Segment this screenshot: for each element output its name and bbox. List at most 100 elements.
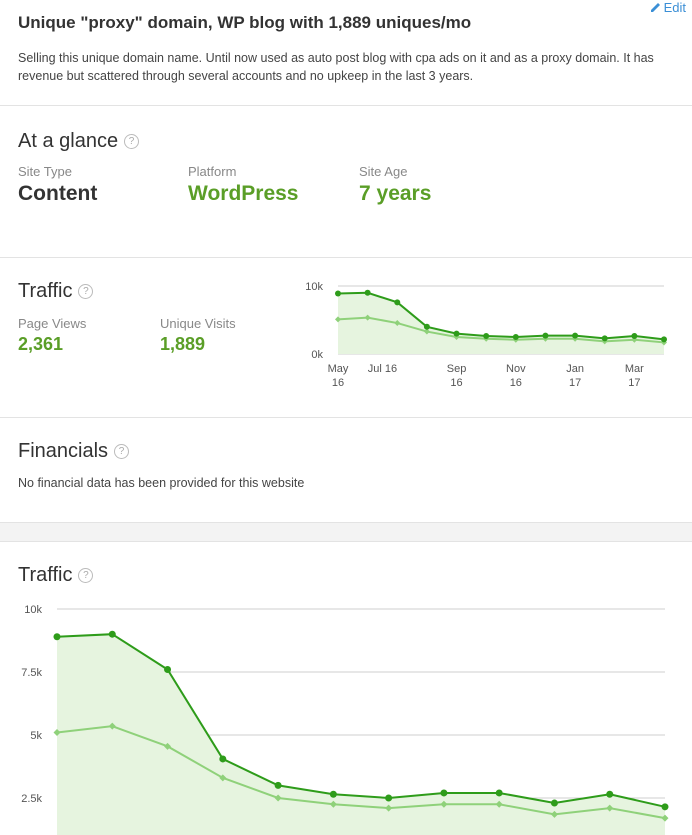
x-tick-label: 17 [569, 377, 581, 389]
site-type-label: Site Type [18, 164, 72, 179]
series-line [337, 291, 665, 341]
data-point [329, 800, 337, 808]
data-point [495, 800, 503, 808]
listing-description: Selling this unique domain name. Until n… [18, 51, 654, 83]
data-point [274, 781, 282, 789]
data-point [335, 316, 341, 323]
data-point [335, 290, 341, 297]
traffic-summary-section: Traffic? Page Views 2,361 Unique Visits … [0, 258, 692, 418]
listing-title: Unique "proxy" domain, WP blog with 1,88… [18, 13, 472, 32]
data-point [512, 334, 519, 340]
x-tick-label: Jan [566, 363, 584, 375]
data-point [440, 800, 448, 808]
data-point [542, 332, 549, 339]
data-point [364, 314, 371, 321]
unique-visits-value: 1,889 [160, 334, 206, 354]
data-point [385, 794, 393, 802]
site-age-label: Site Age [359, 164, 408, 179]
platform-stat: Platform WordPress [188, 164, 299, 206]
unique-visits-label: Unique Visits [160, 316, 236, 331]
traffic-detail-title: Traffic? [18, 564, 94, 587]
y-tick-label: 10k [24, 604, 42, 616]
traffic-summary-title: Traffic? [18, 280, 94, 303]
at-a-glance-title: At a glance? [18, 130, 140, 153]
financials-message: No financial data has been provided for … [18, 476, 305, 490]
series-line [56, 633, 666, 808]
y-tick-label: 5k [30, 730, 42, 742]
data-point [108, 630, 116, 638]
unique-visits-stat: Unique Visits 1,889 [160, 316, 236, 355]
data-point [631, 332, 638, 339]
y-tick-label: 2.5k [21, 793, 42, 805]
data-point [164, 742, 172, 750]
help-icon[interactable]: ? [78, 568, 94, 583]
data-point [219, 755, 227, 763]
site-type-stat: Site Type Content [18, 164, 97, 206]
site-type-value: Content [18, 182, 98, 205]
area-fill [57, 634, 665, 835]
pencil-icon [650, 3, 660, 12]
x-tick-label: Jul 16 [368, 363, 397, 375]
data-point [440, 789, 448, 797]
data-point [606, 790, 614, 798]
traffic-detail-section: Traffic? 10k 7.5k 5k 2.5k [0, 542, 692, 835]
x-tick-label: 17 [628, 377, 640, 389]
data-point [661, 803, 669, 811]
x-tick-label: 16 [332, 377, 344, 389]
help-icon[interactable]: ? [78, 284, 94, 299]
data-point [164, 665, 172, 673]
data-point [606, 804, 614, 812]
data-point [495, 789, 503, 797]
x-tick-label: Sep [447, 363, 467, 375]
data-point [385, 804, 393, 812]
data-point [423, 328, 430, 335]
x-tick-label: 16 [450, 377, 462, 389]
page-views-label: Page Views [18, 316, 87, 331]
financials-section: Financials? No financial data has been p… [0, 418, 692, 522]
data-point [274, 794, 282, 802]
edit-label: Edit [663, 0, 686, 15]
platform-label: Platform [188, 164, 237, 179]
data-point [219, 774, 227, 782]
at-a-glance-section: At a glance? Site Type Content Platform … [0, 106, 692, 258]
page-views-stat: Page Views 2,361 [18, 316, 86, 355]
page-views-value: 2,361 [18, 334, 64, 354]
data-point [601, 335, 608, 342]
data-point [423, 323, 430, 330]
edit-link[interactable]: Edit [650, 0, 686, 15]
section-divider [0, 522, 692, 542]
traffic-detail-chart: 10k 7.5k 5k 2.5k [21, 604, 669, 835]
data-point [453, 330, 460, 337]
data-point [53, 633, 61, 641]
data-point [572, 332, 579, 339]
financials-title: Financials? [18, 440, 130, 463]
data-point [550, 799, 558, 807]
platform-value: WordPress [188, 182, 299, 205]
data-point [329, 790, 337, 798]
y-tick-label: 0k [311, 349, 323, 361]
data-point [483, 332, 490, 339]
data-point [550, 810, 558, 818]
listing-header: Unique "proxy" domain, WP blog with 1,88… [0, 0, 692, 106]
data-point [394, 320, 401, 327]
site-age-stat: Site Age 7 years [359, 164, 431, 206]
help-icon[interactable]: ? [124, 134, 140, 149]
area-fill [338, 292, 664, 354]
x-tick-label: Mar [625, 363, 644, 375]
series-line [337, 316, 665, 344]
x-tick-label: May [328, 363, 349, 375]
traffic-mini-chart: 10k 0k May 16 Jul 16 Sep 16 Nov 16 Jan 17 Mar 17 [305, 281, 667, 389]
site-age-value: 7 years [359, 182, 432, 205]
data-point [53, 728, 61, 736]
y-tick-label: 7.5k [21, 667, 42, 679]
help-icon[interactable]: ? [114, 444, 130, 459]
data-point [661, 814, 669, 822]
data-point [108, 722, 116, 730]
x-tick-label: Nov [506, 363, 526, 375]
x-tick-label: 16 [510, 377, 522, 389]
data-point [394, 299, 401, 306]
series-line [56, 725, 666, 820]
y-tick-label: 10k [305, 281, 323, 293]
data-point [364, 289, 371, 296]
data-point [661, 336, 667, 343]
